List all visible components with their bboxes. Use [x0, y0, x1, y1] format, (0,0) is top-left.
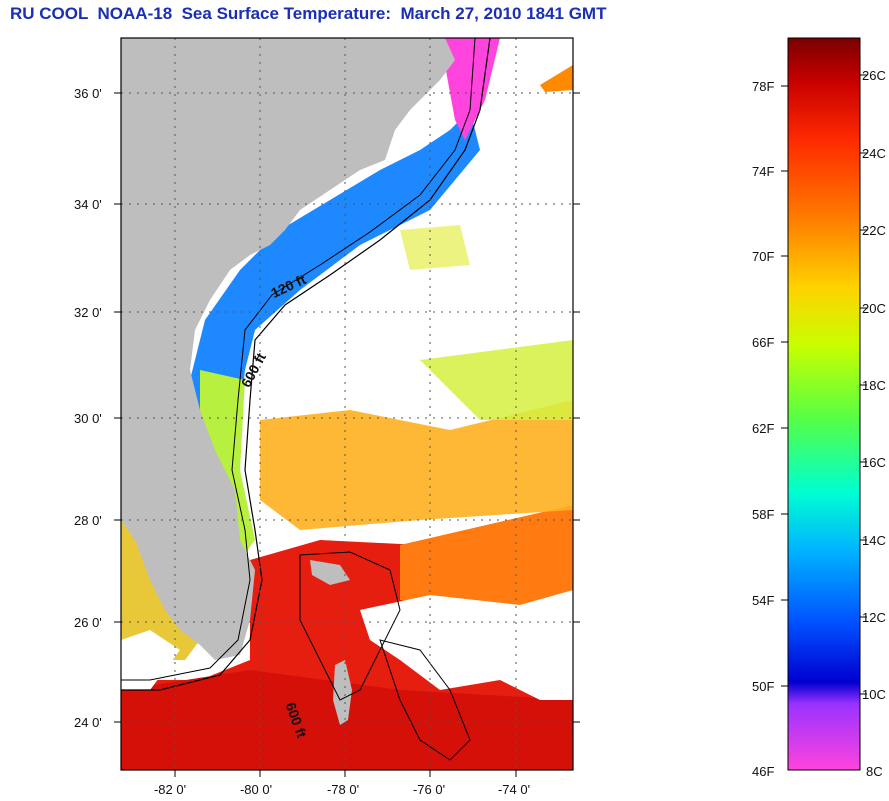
longitude-label: -74 0' — [497, 782, 531, 797]
latitude-label: 24 0' — [74, 715, 102, 730]
map-frame — [120, 37, 574, 771]
latitude-label: 30 0' — [74, 411, 102, 426]
colorbar-f-label: 62F — [752, 421, 775, 436]
colorbar-c-label: 24C — [862, 146, 886, 161]
cool-coastal-water — [190, 110, 480, 470]
latitude-label: 34 0' — [74, 197, 102, 212]
longitude-label: -82 0' — [153, 782, 187, 797]
colorbar-c-label: 18C — [862, 378, 886, 393]
land-us-southeast — [121, 38, 455, 660]
colorbar-c-label: 22C — [862, 223, 886, 238]
colorbar-f-label: 66F — [752, 335, 775, 350]
colorbar-c-label: 26C — [862, 68, 886, 83]
latitude-label: 28 0' — [74, 513, 102, 528]
map-title: RU COOL NOAA-18 Sea Surface Temperature:… — [10, 4, 607, 23]
colorbar-c-label: 14C — [862, 533, 886, 548]
latitude-label: 36 0' — [74, 86, 102, 101]
colorbar — [787, 37, 861, 771]
contour-120ft — [121, 38, 476, 681]
mid-latitude-water — [260, 400, 573, 530]
longitude-label: -80 0' — [239, 782, 273, 797]
latitude-label: 32 0' — [74, 305, 102, 320]
colorbar-f-label: 46F — [752, 764, 775, 779]
colorbar-f-label: 50F — [752, 679, 775, 694]
colorbar-f-label: 58F — [752, 507, 775, 522]
colorbar-f-label: 74F — [752, 164, 775, 179]
colorbar-f-label: 70F — [752, 249, 775, 264]
orange-water-region — [400, 505, 573, 610]
contour-bahamas — [299, 551, 401, 701]
longitude-label: -76 0' — [412, 782, 446, 797]
colorbar-f-label: 54F — [752, 593, 775, 608]
latitude-label: 26 0' — [74, 615, 102, 630]
cloud-cover — [360, 590, 573, 700]
colorbar-f-label: 78F — [752, 79, 775, 94]
colorbar-c-label: 10C — [862, 687, 886, 702]
bahamas-island — [333, 660, 352, 725]
colorbar-c-label: 12C — [862, 610, 886, 625]
graticule — [121, 38, 573, 770]
cold-water-patch — [440, 38, 500, 140]
longitude-label: -78 0' — [326, 782, 360, 797]
colorbar-c-label: 8C — [866, 764, 883, 779]
colorbar-c-label: 20C — [862, 301, 886, 316]
colorbar-c-label: 16C — [862, 455, 886, 470]
contour-600ft — [121, 38, 491, 691]
